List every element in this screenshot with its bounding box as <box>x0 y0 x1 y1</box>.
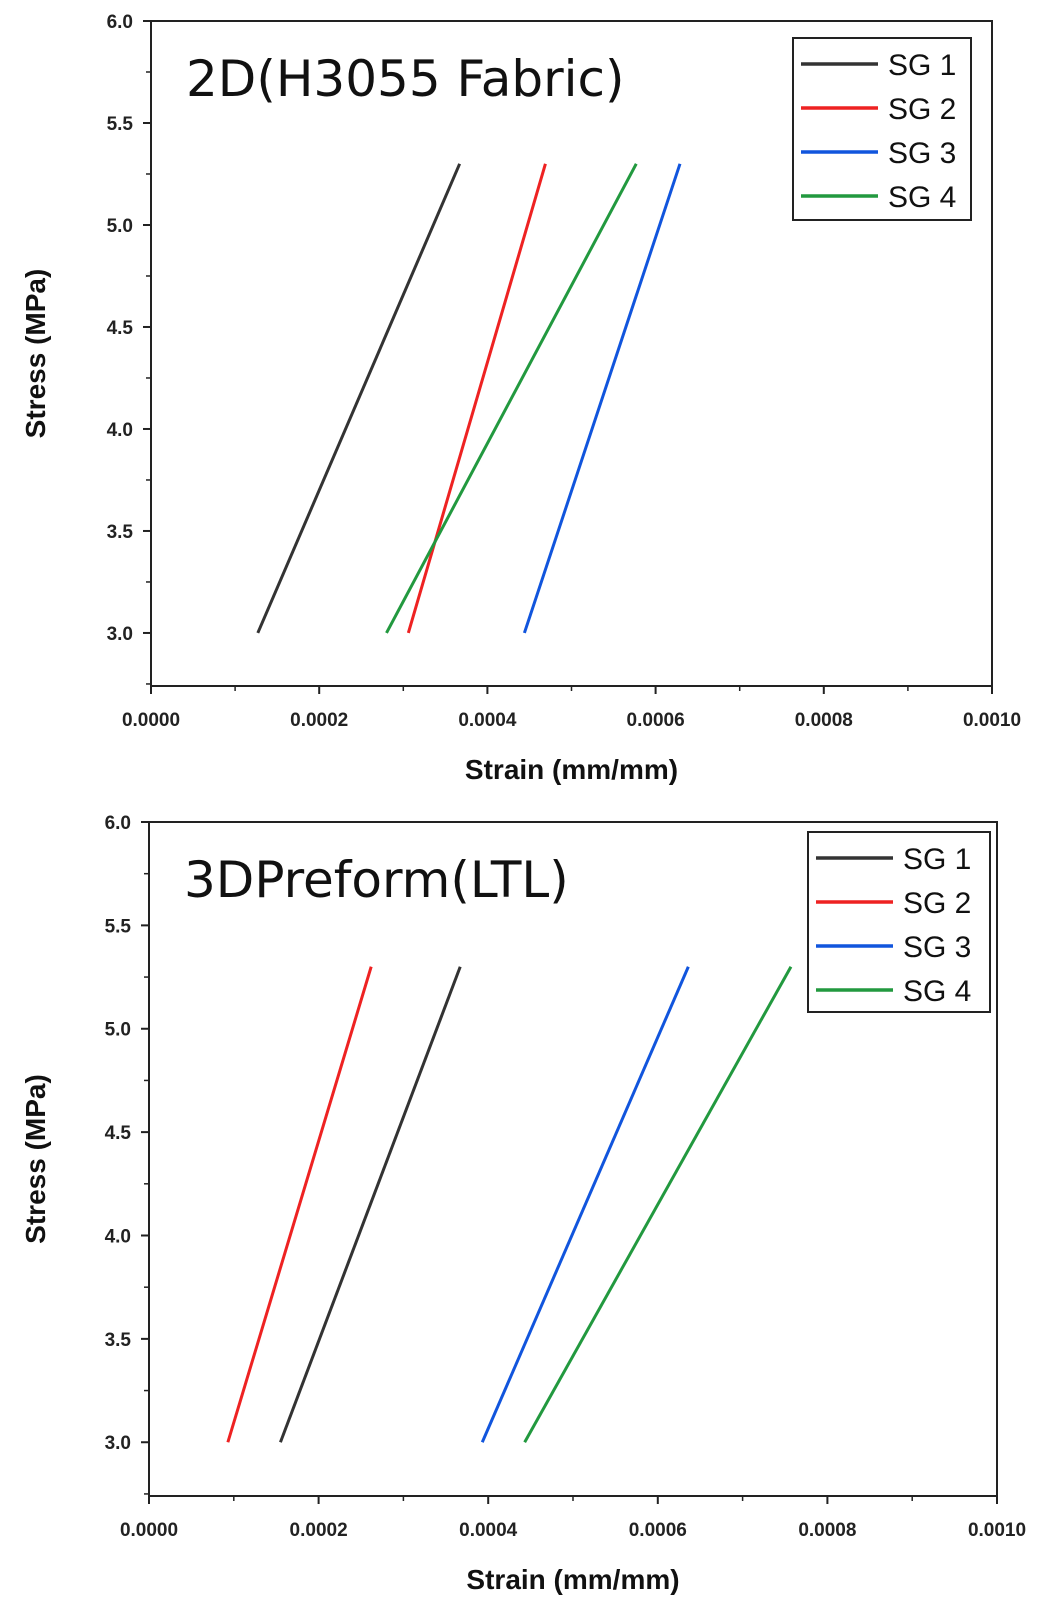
legend-label: SG 1 <box>903 843 971 876</box>
legend: SG 1 SG 2 SG 3 SG 4 <box>792 37 972 221</box>
legend-label: SG 4 <box>888 181 956 214</box>
x-axis-label: Strain (mm/mm) <box>466 1564 679 1595</box>
y-tick-label: 4.5 <box>105 1123 132 1144</box>
y-tick-label: 5.5 <box>105 916 132 937</box>
series-sg-1 <box>256 163 462 634</box>
x-tick-label: 0.0006 <box>627 710 685 731</box>
x-tick-label: 0.0004 <box>459 1520 518 1541</box>
y-tick-label: 5.0 <box>107 216 133 237</box>
chart-title: 3DPreform(LTL) <box>184 851 569 909</box>
x-tick-label: 0.0006 <box>629 1520 687 1541</box>
y-tick-label: 4.5 <box>107 318 134 339</box>
x-tick-label: 0.0010 <box>963 710 1021 731</box>
series-sg-3 <box>480 966 690 1443</box>
y-tick-label: 3.5 <box>105 1330 132 1351</box>
chart-1: 0.0000 0.0002 0.0004 0.0006 0.0008 0.0010 3.0 3… <box>20 12 1021 785</box>
series-sg-3 <box>522 163 682 634</box>
legend-box <box>807 831 991 1013</box>
x-tick-label: 0.0002 <box>290 710 348 731</box>
x-tick-label: 0.0000 <box>122 710 180 731</box>
y-tick-label: 4.0 <box>105 1226 131 1247</box>
y-axis-label: Stress (MPa) <box>20 269 51 439</box>
y-axis-label: Stress (MPa) <box>20 1074 51 1244</box>
y-tick-label: 5.0 <box>105 1020 131 1041</box>
series-sg-4 <box>385 163 638 634</box>
legend-label: SG 2 <box>888 93 956 126</box>
legend-label: SG 3 <box>903 931 971 964</box>
chart-2: 0.0000 0.0002 0.0004 0.0006 0.0008 0.0010 3.0 3… <box>20 813 1026 1595</box>
series-sg-4 <box>523 965 793 1443</box>
legend-label: SG 3 <box>888 137 956 170</box>
x-tick-label: 0.0008 <box>795 710 853 731</box>
series-sg-2 <box>406 163 547 634</box>
y-tick-label: 6.0 <box>107 12 133 33</box>
x-tick-label: 0.0004 <box>458 710 517 731</box>
y-tick-label: 3.0 <box>105 1433 131 1454</box>
y-tick-label: 5.5 <box>107 114 134 135</box>
x-tick-label: 0.0008 <box>798 1520 856 1541</box>
legend-label: SG 1 <box>888 49 956 82</box>
legend-label: SG 2 <box>903 887 971 920</box>
series-sg-2 <box>226 966 373 1443</box>
legend: SG 1 SG 2 SG 3 SG 4 <box>807 831 991 1013</box>
x-tick-label: 0.0010 <box>968 1520 1026 1541</box>
series-sg-1 <box>279 966 462 1443</box>
x-tick-label: 0.0000 <box>120 1520 178 1541</box>
y-tick-label: 4.0 <box>107 420 133 441</box>
x-axis-label: Strain (mm/mm) <box>465 754 678 785</box>
chart-title: 2D(H3055 Fabric) <box>186 50 625 108</box>
legend-label: SG 4 <box>903 975 971 1008</box>
x-tick-label: 0.0002 <box>290 1520 348 1541</box>
y-tick-label: 3.0 <box>107 624 133 645</box>
y-tick-label: 3.5 <box>107 522 134 543</box>
legend-box <box>792 37 972 221</box>
y-tick-label: 6.0 <box>105 813 131 834</box>
